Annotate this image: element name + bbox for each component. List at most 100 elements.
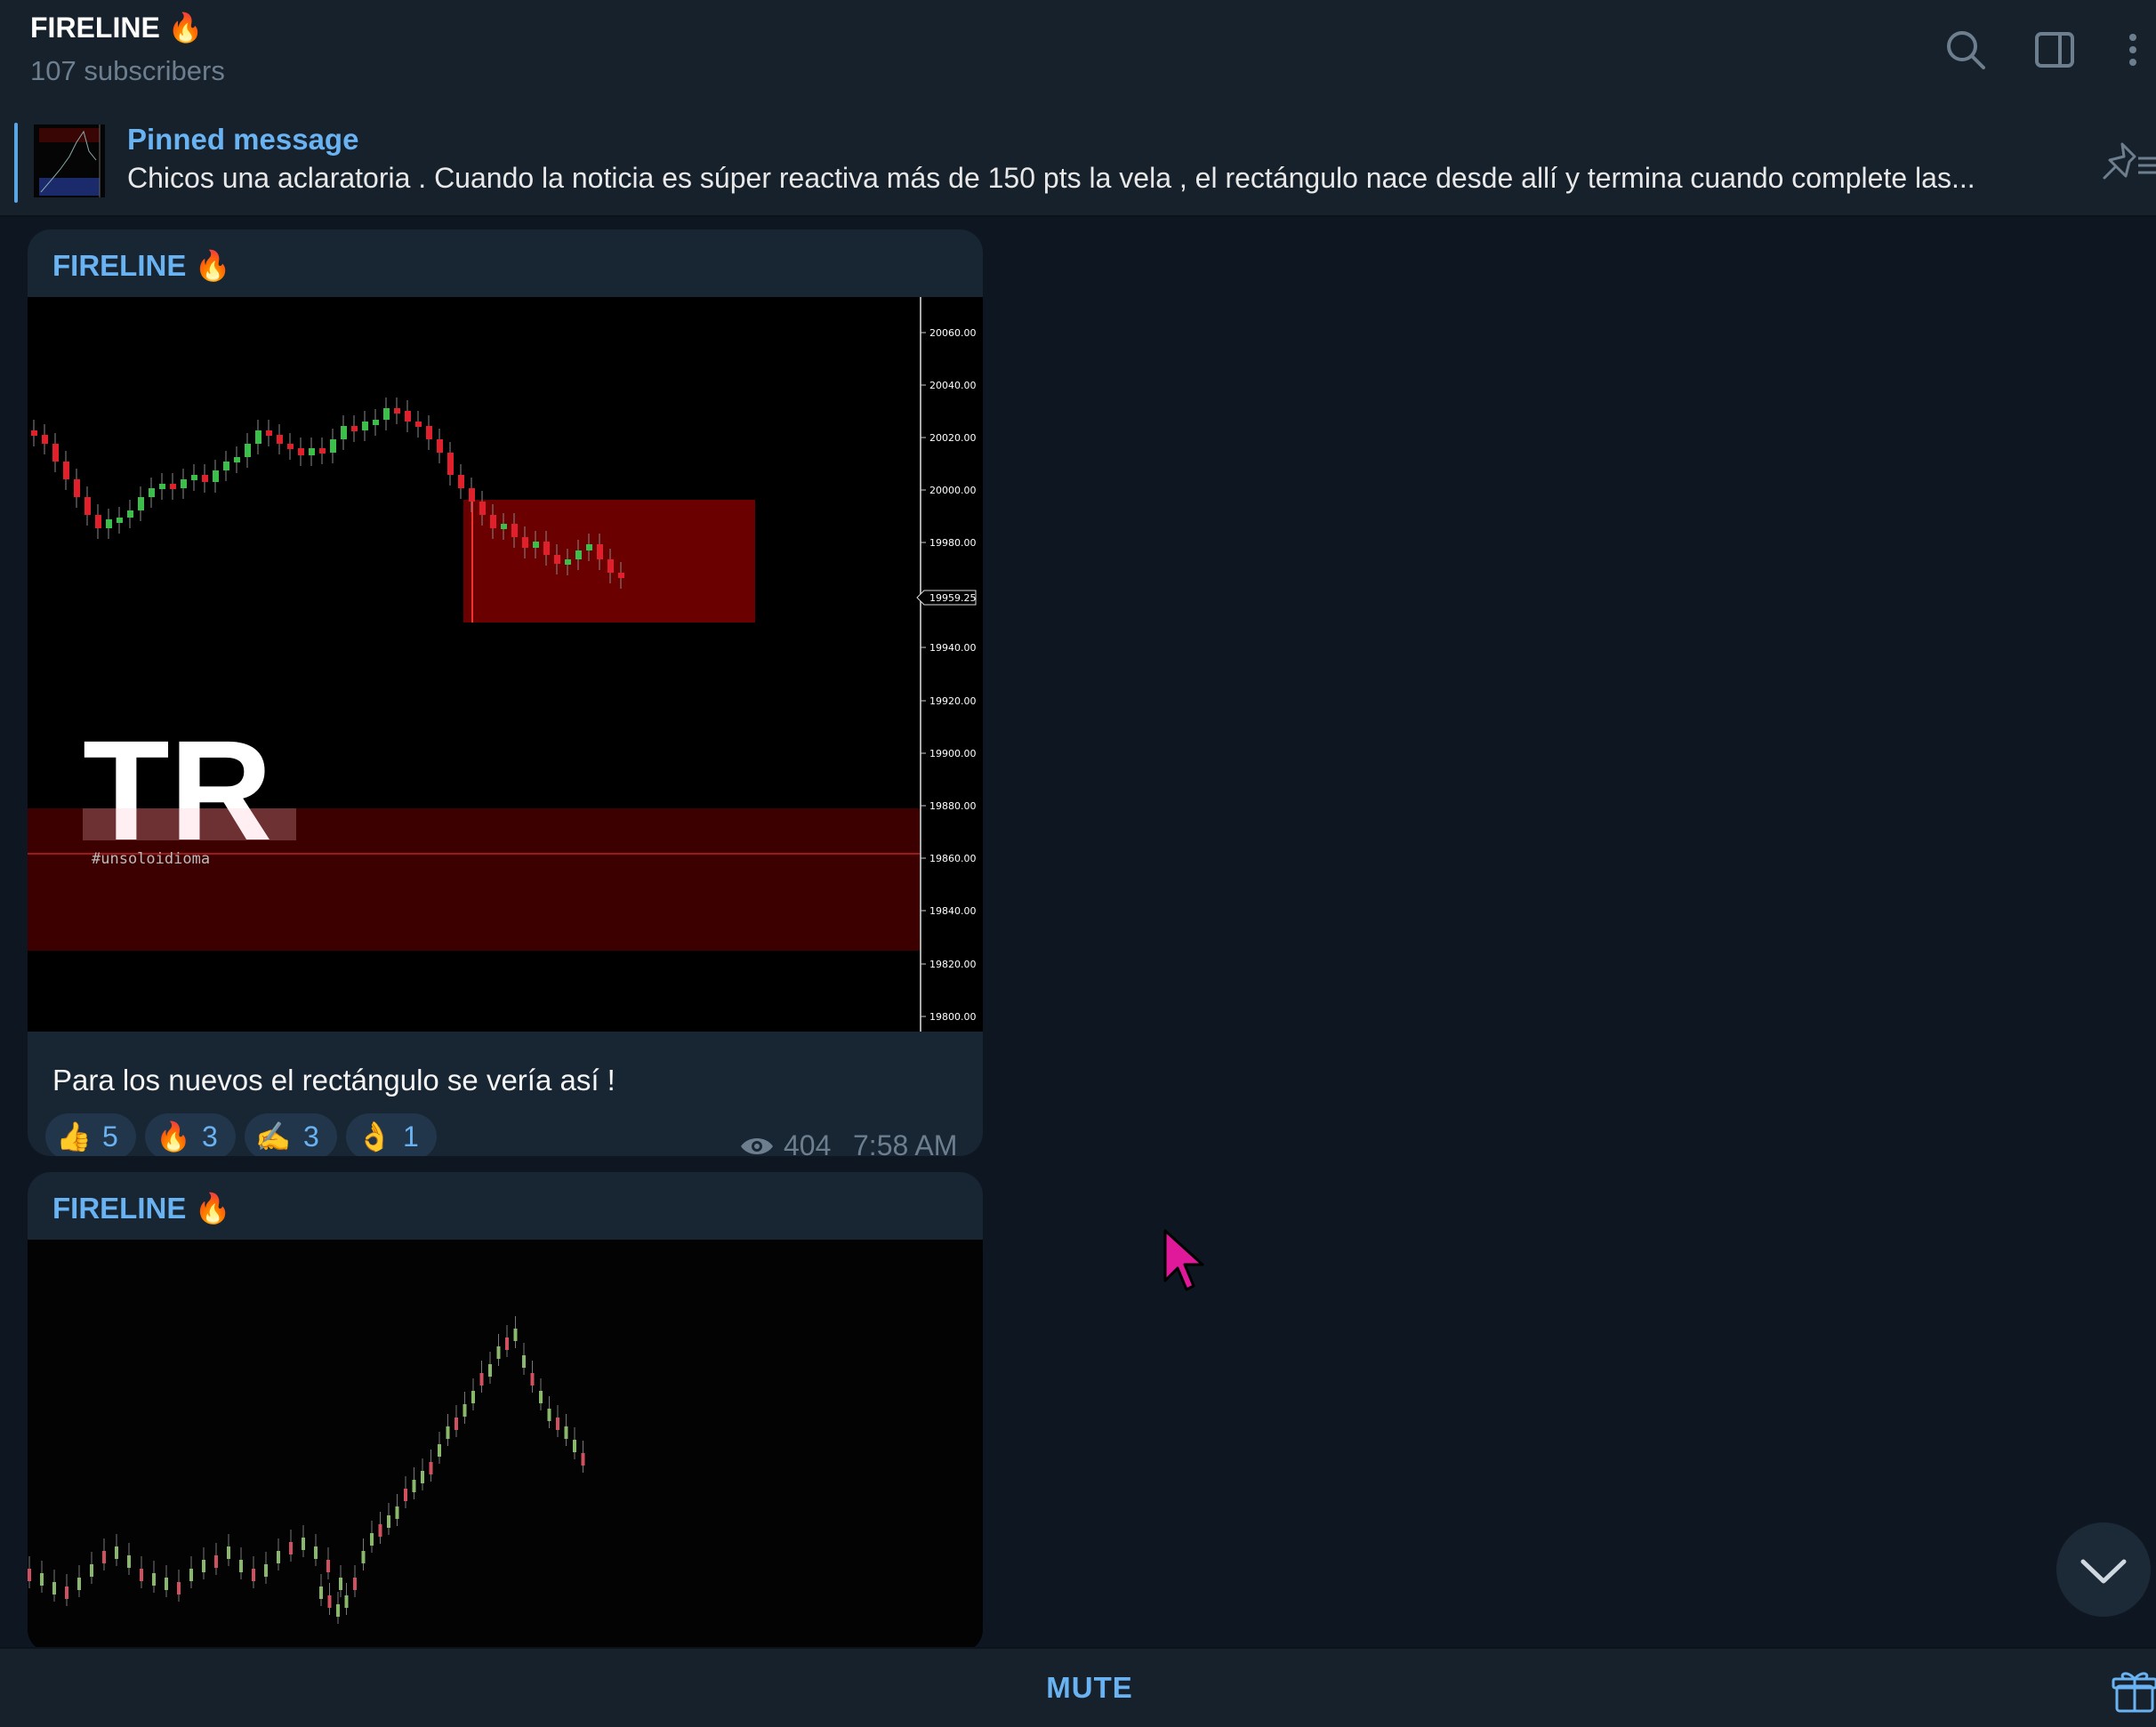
candle <box>95 515 101 528</box>
candle <box>437 439 443 453</box>
candle <box>202 475 208 482</box>
candle <box>564 1426 568 1439</box>
candle <box>373 420 379 425</box>
candle <box>387 1515 390 1528</box>
fire-icon: 🔥 <box>156 1121 191 1153</box>
candle <box>127 510 133 518</box>
candle <box>361 1551 366 1563</box>
candle <box>234 457 240 462</box>
mute-button[interactable]: MUTE <box>1046 1671 1133 1704</box>
candle <box>573 1440 576 1452</box>
candle <box>378 1524 382 1537</box>
reaction-count: 1 <box>403 1121 419 1153</box>
message-author[interactable]: FIRELINE 🔥 <box>52 249 231 282</box>
pinned-thumbnail <box>34 125 105 197</box>
search-icon[interactable] <box>1941 25 1991 75</box>
candle <box>383 408 390 420</box>
candle <box>575 550 582 559</box>
reaction-count: 3 <box>303 1121 319 1153</box>
price-tick-label: 19840.00 <box>929 905 977 917</box>
price-tick-label: 19980.00 <box>929 537 977 549</box>
candle <box>341 426 347 439</box>
message-bubble[interactable]: FIRELINE 🔥 <box>28 1172 983 1652</box>
candle <box>505 1337 509 1350</box>
candle <box>513 1329 518 1341</box>
writing-hand-icon: ✍️ <box>255 1121 291 1153</box>
candle <box>530 1373 535 1386</box>
candle <box>412 1480 416 1492</box>
message-caption: Para los nuevos el rectángulo se vería a… <box>52 1064 615 1096</box>
candle <box>149 488 155 497</box>
tr-logo: TR <box>83 711 272 870</box>
price-tick-label: 19959.25 <box>929 592 977 604</box>
candle <box>421 1471 424 1483</box>
scroll-to-bottom-button[interactable] <box>2056 1522 2151 1617</box>
candle <box>52 1582 56 1594</box>
pinned-message-bar[interactable]: Pinned message Chicos una aclaratoria . … <box>0 110 2156 217</box>
message-author[interactable]: FIRELINE 🔥 <box>52 1192 231 1225</box>
candle <box>84 497 91 515</box>
candle <box>239 1560 243 1572</box>
candle <box>479 502 486 515</box>
logo-hashtag: #unsoloidioma <box>92 850 210 868</box>
candle <box>170 484 176 489</box>
chevron-down-icon <box>2080 1559 2127 1584</box>
reaction-count: 5 <box>102 1121 118 1153</box>
candle <box>189 1569 193 1581</box>
candle <box>556 1418 559 1430</box>
reaction-thumbs-up[interactable]: 👍 5 <box>45 1113 136 1156</box>
candle <box>496 1346 501 1359</box>
pin-list-icon[interactable] <box>2099 137 2156 187</box>
candle <box>106 519 112 528</box>
candle <box>52 444 59 462</box>
gift-icon[interactable] <box>2112 1668 2156 1713</box>
candle <box>501 524 507 529</box>
candle <box>362 422 368 430</box>
price-tick-label: 19900.00 <box>929 748 977 759</box>
candle <box>469 488 475 502</box>
candle <box>395 1506 399 1519</box>
candle <box>227 1546 230 1559</box>
candle <box>65 1586 68 1599</box>
pinned-indicator <box>14 123 18 203</box>
candle <box>115 1546 118 1559</box>
candle <box>522 537 528 548</box>
candle <box>152 1573 156 1586</box>
price-tick-label: 19820.00 <box>929 959 977 970</box>
candle <box>565 559 571 565</box>
reaction-writing-hand[interactable]: ✍️ 3 <box>245 1113 337 1156</box>
candle <box>277 435 283 444</box>
candle <box>255 430 261 444</box>
candle <box>40 1573 44 1586</box>
sidebar-toggle-icon[interactable] <box>2030 25 2080 75</box>
message-photo[interactable] <box>28 1240 983 1652</box>
candle <box>554 555 560 564</box>
message-photo[interactable]: 20060.00 20040.00 20020.00 20000.00 19980.00… <box>28 297 983 1032</box>
message-bubble[interactable]: FIRELINE 🔥 20060.00 20040.00 20020.00 20000… <box>28 229 983 1156</box>
candle <box>319 1586 323 1599</box>
candle <box>471 1391 475 1403</box>
view-count: 404 <box>784 1129 832 1156</box>
candle <box>127 1555 131 1568</box>
candle <box>394 408 400 414</box>
candle <box>264 1564 268 1577</box>
candle <box>202 1560 205 1572</box>
candle <box>191 475 197 480</box>
price-tick-label: 20000.00 <box>929 485 977 496</box>
candle <box>336 1604 340 1617</box>
reaction-ok-hand[interactable]: 👌 1 <box>346 1113 437 1156</box>
candle <box>330 439 336 453</box>
price-tick-label: 19920.00 <box>929 695 977 707</box>
price-tick-label: 19860.00 <box>929 853 977 864</box>
price-tick-label: 20040.00 <box>929 380 977 391</box>
candle <box>490 515 496 528</box>
chat-header[interactable]: FIRELINE 🔥 107 subscribers <box>0 0 2156 112</box>
candle <box>458 475 464 488</box>
candle <box>177 1582 181 1594</box>
more-vertical-icon[interactable] <box>2108 25 2144 75</box>
candle <box>309 448 315 455</box>
ok-hand-icon: 👌 <box>357 1121 392 1153</box>
candle <box>298 448 304 455</box>
reaction-fire[interactable]: 🔥 3 <box>145 1113 236 1156</box>
pinned-title: Pinned message <box>127 123 359 156</box>
